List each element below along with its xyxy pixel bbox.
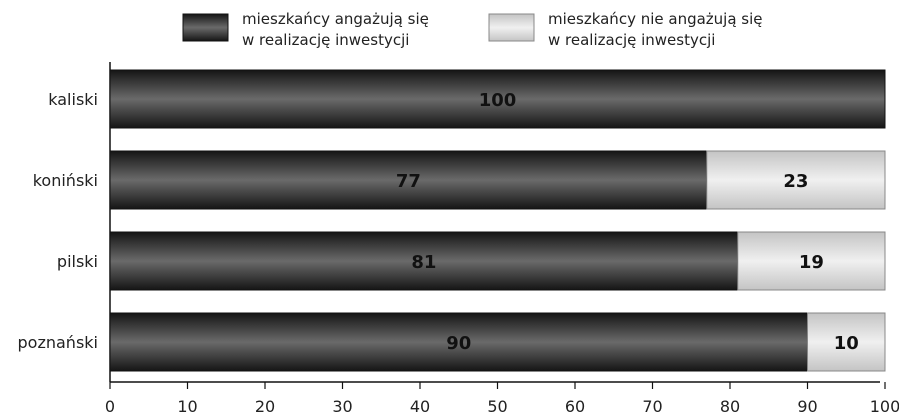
bar-series-0-1 [109, 150, 708, 210]
data-label-series-0-0: 100 [479, 90, 517, 111]
data-labels: 100 77 23 81 19 90 10 [396, 90, 859, 354]
bar-series-0-0 [109, 69, 886, 129]
legend-item-series-1: mieszkańcy nie angażują się w realizację… [488, 10, 763, 49]
category-label-0: kaliski [48, 90, 98, 109]
x-tick-label-8: 80 [720, 397, 740, 416]
bar-series-1-1 [706, 150, 886, 210]
bar-series-1-3 [807, 312, 886, 372]
data-label-series-1-2: 19 [799, 252, 824, 273]
data-label-series-1-3: 10 [834, 333, 859, 354]
legend-item-series-0: mieszkańcy angażują się w realizację inw… [182, 10, 429, 49]
data-label-series-0-3: 90 [446, 333, 471, 354]
x-tick-label-4: 40 [410, 397, 430, 416]
legend-label-series-0-line-2: w realizację inwestycji [242, 31, 409, 49]
legend-label-series-1-line-1: mieszkańcy nie angażują się [548, 10, 763, 28]
category-label-1: koniński [33, 171, 98, 190]
x-tick-label-1: 10 [177, 397, 197, 416]
x-tick-label-10: 100 [870, 397, 899, 416]
data-label-series-0-1: 77 [396, 171, 421, 192]
legend-swatch-series-0 [182, 13, 229, 42]
x-tick-label-9: 90 [797, 397, 817, 416]
bars-layer [109, 69, 886, 372]
x-tick-label-5: 50 [487, 397, 507, 416]
data-label-series-1-1: 23 [783, 171, 808, 192]
legend: mieszkańcy angażują się w realizację inw… [182, 10, 763, 49]
category-label-2: pilski [57, 252, 98, 271]
legend-label-series-0-line-1: mieszkańcy angażują się [242, 10, 429, 28]
category-labels: kaliski koniński pilski poznański [18, 90, 98, 352]
x-tick-label-2: 20 [255, 397, 275, 416]
x-tick-label-7: 70 [642, 397, 662, 416]
x-axis-ticks: 0 10 20 30 40 50 60 70 80 90 100 [105, 382, 899, 416]
x-tick-label-3: 30 [332, 397, 352, 416]
bar-series-0-2 [109, 231, 739, 291]
legend-swatch-series-1 [488, 13, 535, 42]
x-tick-label-6: 60 [565, 397, 585, 416]
data-label-series-0-2: 81 [411, 252, 436, 273]
x-tick-label-0: 0 [105, 397, 115, 416]
category-label-3: poznański [18, 333, 98, 352]
legend-label-series-1-line-2: w realizację inwestycji [548, 31, 715, 49]
bar-series-0-3 [109, 312, 808, 372]
bar-series-1-2 [737, 231, 886, 291]
